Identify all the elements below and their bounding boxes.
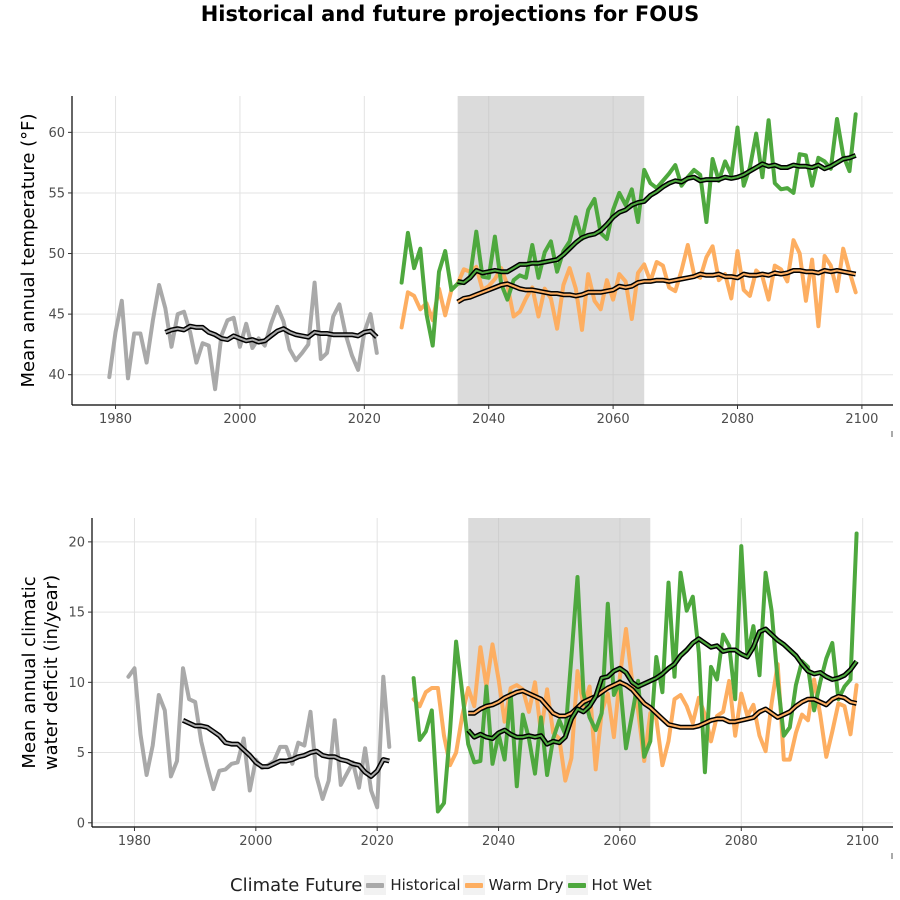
legend-label-hot-wet: Hot Wet bbox=[591, 876, 652, 894]
x-tick-label: 1980 bbox=[99, 412, 132, 427]
legend-label-warm-dry: Warm Dry bbox=[488, 876, 564, 894]
x-tick-label: 2100 bbox=[846, 834, 879, 849]
legend-label-historical: Historical bbox=[390, 876, 461, 894]
x-tick-label: 2040 bbox=[472, 412, 505, 427]
x-tick-label: 2060 bbox=[603, 834, 636, 849]
y-tick-label: 40 bbox=[48, 368, 65, 383]
smooth-line-historical bbox=[164, 325, 378, 343]
x-tick-label: 2080 bbox=[721, 412, 754, 427]
legend-key-hot-wet bbox=[565, 875, 588, 895]
y-axis-label-line: Mean annual temperature (°F) bbox=[18, 113, 39, 387]
series-line-hot-wet bbox=[411, 531, 859, 814]
y-axis-label: Mean annual temperature (°F) bbox=[18, 113, 39, 387]
y-tick-label: 15 bbox=[68, 606, 85, 621]
y-tick-label: 10 bbox=[68, 676, 85, 691]
chart-title: Historical and future projections for FO… bbox=[200, 2, 700, 26]
water-deficit-panel: 1980 2000 2020 2040 2060 2080 2100 0 5 10 15 20 Mean… bbox=[19, 518, 893, 859]
legend-item-hot-wet: Hot Wet bbox=[565, 875, 652, 895]
temperature-panel: 1980 2000 2020 2040 2060 2080 2100 40 45 50 55 60 Me… bbox=[18, 96, 893, 437]
x-tick-label: 2080 bbox=[725, 834, 758, 849]
legend-key-warm-dry bbox=[462, 875, 485, 895]
x-tick-label: 2000 bbox=[223, 412, 256, 427]
y-axis-label-line: Mean annual climatic bbox=[19, 576, 40, 768]
smooth-line-hot-wet bbox=[467, 628, 858, 746]
legend-title: Climate Future bbox=[230, 874, 363, 896]
x-tick-label: 2000 bbox=[239, 834, 272, 849]
x-tick-label: 2060 bbox=[597, 412, 630, 427]
x-tick-label: 2020 bbox=[361, 834, 394, 849]
x-tick-label: 2020 bbox=[348, 412, 381, 427]
smooth-line-historical bbox=[182, 719, 390, 778]
y-tick-label: 5 bbox=[77, 746, 85, 761]
series-line-historical bbox=[126, 666, 392, 810]
y-tick-label: 50 bbox=[48, 247, 65, 262]
legend-key-historical bbox=[364, 875, 387, 895]
smooth-line-hot-wet bbox=[457, 154, 857, 284]
y-axis-label-line: water deficit (in/year) bbox=[41, 575, 62, 770]
smooth-line-warm-dry bbox=[457, 269, 856, 303]
y-tick-label: 55 bbox=[48, 186, 65, 201]
smooth-line-warm-dry bbox=[468, 681, 857, 729]
legend-item-warm-dry: Warm Dry bbox=[462, 875, 564, 895]
y-tick-label: 20 bbox=[68, 535, 85, 550]
y-tick-label: 60 bbox=[48, 126, 65, 141]
series-line-historical bbox=[107, 280, 379, 392]
y-tick-label: 45 bbox=[48, 308, 65, 323]
x-tick-label: 1980 bbox=[118, 834, 151, 849]
legend-item-historical: Historical bbox=[364, 875, 461, 895]
series-line-hot-wet bbox=[399, 112, 858, 348]
x-tick-label: 2100 bbox=[845, 412, 878, 427]
y-tick-label: 0 bbox=[77, 816, 85, 831]
legend: Climate Future Historical Warm Dry Hot W… bbox=[230, 872, 654, 898]
y-axis-label: Mean annual climaticwater deficit (in/ye… bbox=[19, 575, 62, 770]
x-tick-label: 2040 bbox=[482, 834, 515, 849]
